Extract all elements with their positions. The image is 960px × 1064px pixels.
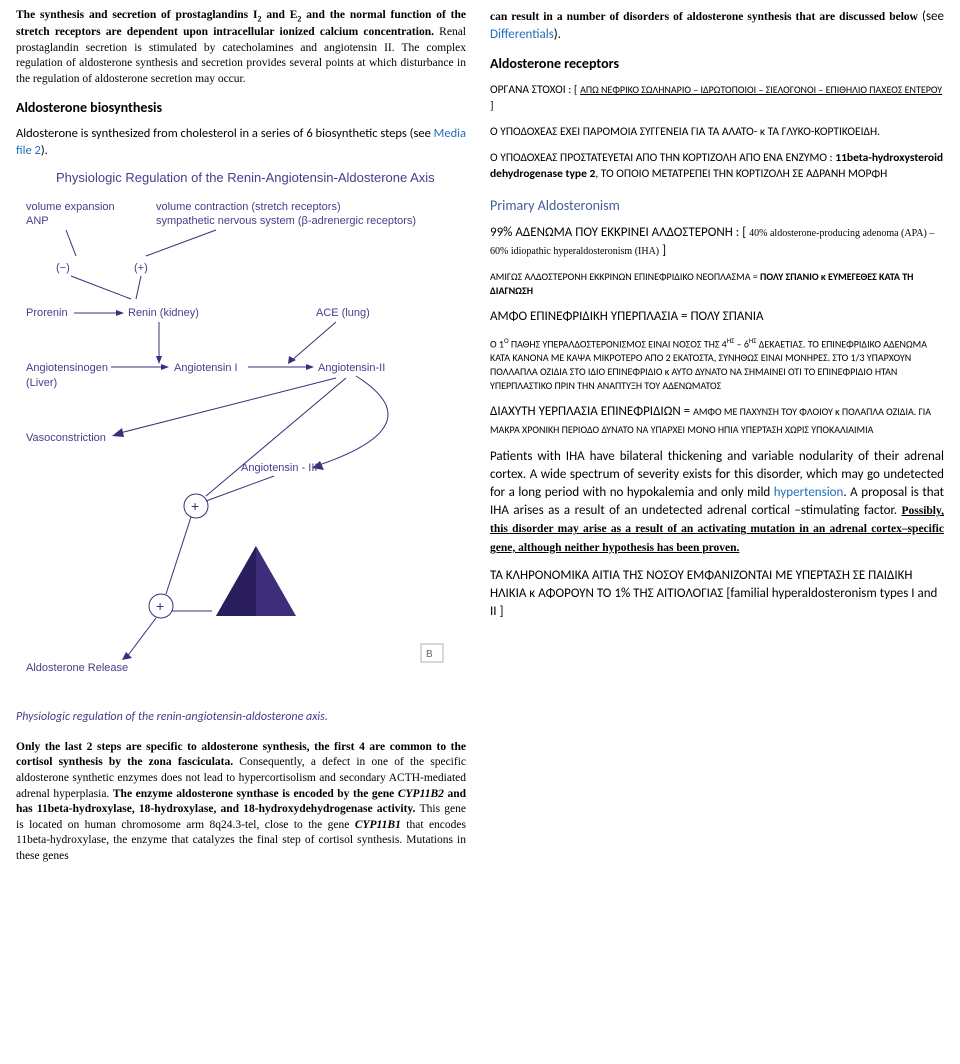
heading-primary-aldo: Primary Aldosteronism: [490, 197, 944, 214]
svg-text:volume expansion: volume expansion: [26, 201, 115, 213]
text: ).: [41, 143, 48, 158]
svg-text:(+): (+): [134, 262, 148, 274]
text: ΠΑΘΗΣ ΥΠΕΡΑΛΔΟΣΤΕΡΟΝΙΣΜΟΣ ΕΙΝΑΙ ΝΟΣΟΣ ΤΗ…: [509, 337, 727, 350]
diagram-caption: Physiologic regulation of the renin-angi…: [16, 710, 466, 724]
greek-9: ΤΑ ΚΛΗΡΟΝΟΜΙΚΑ ΑΙΤΙΑ ΤΗΣ ΝΟΣΟΥ ΕΜΦΑΝΙΖΟΝ…: [490, 567, 944, 622]
right-para-1: can result in a number of disorders of a…: [490, 8, 944, 43]
text: The synthesis and secretion of prostagla…: [16, 9, 257, 21]
svg-text:ACE (lung): ACE (lung): [316, 307, 370, 319]
svg-text:Vasoconstriction: Vasoconstriction: [26, 432, 106, 444]
text: ΑΠΩ ΝΕΦΡΙΚΟ ΣΩΛΗΝΑΡΙΟ – ΙΔΡΩΤΟΠΟΙΟΙ – ΣΙ…: [580, 83, 942, 96]
svg-text:Prorenin: Prorenin: [26, 307, 68, 319]
raas-diagram: Physiologic Regulation of the Renin-Angi…: [16, 166, 466, 700]
greek-4: 99% ΑΔΕΝΩΜΑ ΠΟΥ ΕΚΚΡΙΝΕΙ ΑΛΔΟΣΤΕΡΟΝΗ : […: [490, 224, 944, 260]
text: ΑΜΙΓΩΣ ΑΛΔΟΣΤΕΡΟΝΗ ΕΚΚΡΙΝΩΝ ΕΠΙΝΕΦΡΙΔΙΚΟ…: [490, 270, 760, 283]
greek-6: ΑΜΦΟ ΕΠΙΝΕΦΡΙΔΙΚΗ ΥΠΕΡΠΛΑΣΙΑ = ΠΟΛΥ ΣΠΑΝ…: [490, 308, 944, 326]
svg-text:Renin (kidney): Renin (kidney): [128, 307, 199, 319]
text: CYP11B2: [398, 788, 444, 800]
text: ]: [659, 243, 666, 258]
hypertension-link[interactable]: hypertension: [774, 485, 844, 500]
text: and E: [262, 9, 298, 21]
svg-text:Angiotensinogen: Angiotensinogen: [26, 362, 108, 374]
text: ]: [490, 99, 494, 113]
svg-text:Angiotensin I: Angiotensin I: [174, 362, 238, 374]
svg-text:Aldosterone Release: Aldosterone Release: [26, 662, 128, 674]
text: – 6: [734, 337, 749, 350]
svg-text:ANP: ANP: [26, 215, 49, 227]
greek-7: Ο 1Ο ΠΑΘΗΣ ΥΠΕΡΑΛΔΟΣΤΕΡΟΝΙΣΜΟΣ ΕΙΝΑΙ ΝΟΣ…: [490, 336, 944, 393]
heading-biosynthesis: Aldosterone biosynthesis: [16, 99, 466, 116]
text: Ο 1: [490, 337, 504, 350]
left-para-1: The synthesis and secretion of prostagla…: [16, 8, 466, 87]
text: , ΤΟ ΟΠΟΙΟ ΜΕΤΑΤΡΕΠΕΙ ΤΗΝ ΚΟΡΤΙΖΟΛΗ ΣΕ Α…: [595, 167, 887, 181]
text: Ο ΥΠΟΔΟΧΕΑΣ ΠΡΟΣΤΑΤΕΥΕΤΑΙ ΑΠΟ ΤΗΝ ΚΟΡΤΙΖ…: [490, 151, 835, 165]
greek-8: ΔΙΑΧΥΤΗ ΥΕΡΠΛΑΣΙΑ ΕΠΙΝΕΦΡΙΔΙΩΝ = ΑΜΦΟ ΜΕ…: [490, 403, 944, 437]
left-para-3: Only the last 2 steps are specific to al…: [16, 740, 466, 864]
greek-5: ΑΜΙΓΩΣ ΑΛΔΟΣΤΕΡΟΝΗ ΕΚΚΡΙΝΩΝ ΕΠΙΝΕΦΡΙΔΙΚΟ…: [490, 270, 944, 298]
left-para-2: Aldosterone is synthesized from choleste…: [16, 126, 466, 160]
text: CYP11B1: [355, 819, 401, 831]
svg-text:Angiotensin - III: Angiotensin - III: [241, 462, 317, 474]
greek-2: Ο ΥΠΟΔΟΧΕΑΣ ΕΧΕΙ ΠΑΡΟΜΟΙΑ ΣΥΓΓΕΝΕΙΑ ΓΙΑ …: [490, 124, 944, 140]
svg-text:sympathetic nervous system (β-: sympathetic nervous system (β-adrenergic…: [156, 215, 416, 227]
left-column: The synthesis and secretion of prostagla…: [16, 8, 466, 868]
svg-text:(Liver): (Liver): [26, 377, 57, 389]
svg-text:B: B: [426, 649, 433, 660]
text: can result in a number of disorders of a…: [490, 11, 922, 23]
text: ΔΙΑΧΥΤΗ ΥΕΡΠΛΑΣΙΑ ΕΠΙΝΕΦΡΙΔΙΩΝ =: [490, 404, 693, 419]
svg-text:Angiotensin-II: Angiotensin-II: [318, 362, 385, 374]
differentials-link[interactable]: Differentials: [490, 27, 554, 42]
text: ).: [554, 27, 561, 42]
text: ΟΡΓΑΝΑ ΣΤΟΧΟΙ : [: [490, 83, 580, 97]
svg-text:(−): (−): [56, 262, 70, 274]
svg-text:+: +: [191, 498, 199, 514]
iha-para: Patients with IHA have bilateral thicken…: [490, 448, 944, 557]
right-column: can result in a number of disorders of a…: [490, 8, 944, 868]
greek-3: Ο ΥΠΟΔΟΧΕΑΣ ΠΡΟΣΤΑΤΕΥΕΤΑΙ ΑΠΟ ΤΗΝ ΚΟΡΤΙΖ…: [490, 150, 944, 182]
greek-1: ΟΡΓΑΝΑ ΣΤΟΧΟΙ : [ ΑΠΩ ΝΕΦΡΙΚΟ ΣΩΛΗΝΑΡΙΟ …: [490, 82, 944, 114]
text: The enzyme aldosterone synthase is encod…: [113, 788, 398, 800]
heading-receptors: Aldosterone receptors: [490, 55, 944, 72]
svg-text:volume contraction (stretch re: volume contraction (stretch receptors): [156, 201, 341, 213]
text: Aldosterone is synthesized from choleste…: [16, 126, 434, 141]
svg-text:+: +: [156, 598, 164, 614]
text: (see: [922, 9, 944, 24]
diagram-title: Physiologic Regulation of the Renin-Angi…: [56, 170, 435, 185]
text: 99% ΑΔΕΝΩΜΑ ΠΟΥ ΕΚΚΡΙΝΕΙ ΑΛΔΟΣΤΕΡΟΝΗ : [: [490, 225, 749, 240]
